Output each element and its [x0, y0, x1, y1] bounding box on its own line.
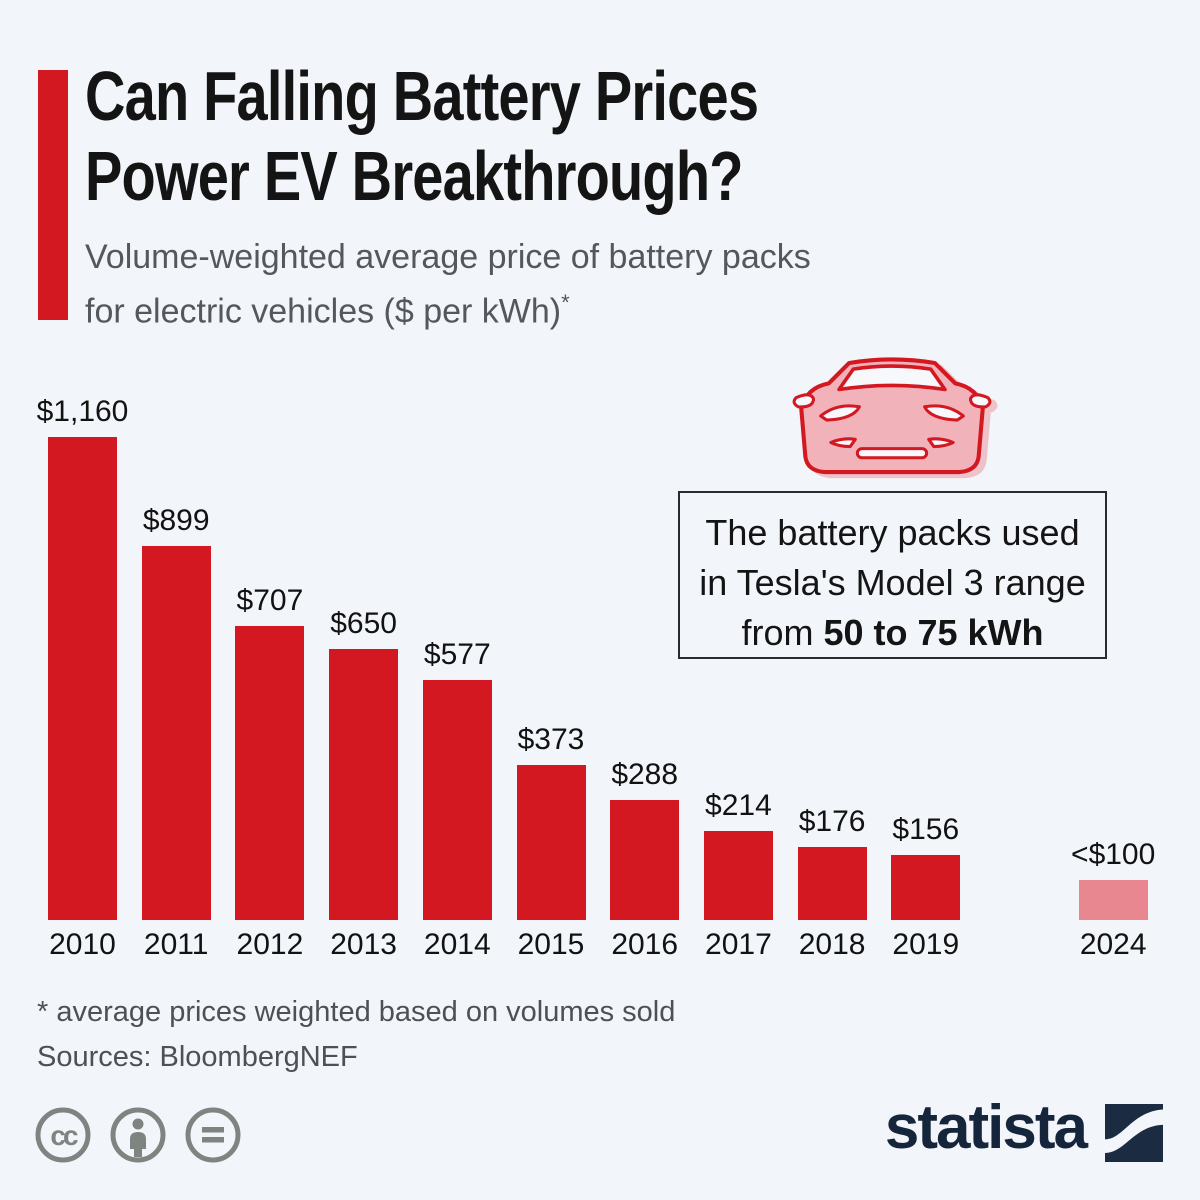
page-title: Can Falling Battery Prices Power EV Brea… [85, 56, 759, 216]
bar-value-label-2011: $899 [142, 504, 210, 537]
callout-line-3: from 50 to 75 kWh [741, 612, 1044, 653]
bar-value-label-2024: <$100 [1071, 838, 1156, 871]
callout-line-2: in Tesla's Model 3 range [699, 562, 1086, 603]
subtitle-line-2: for electric vehicles ($ per kWh)* [85, 290, 570, 331]
bar-value-label-2017: $214 [705, 789, 772, 822]
bar-chart: $1,160 2010 $899 2011 $707 2012 $650 2013 $577 20… [0, 395, 1200, 980]
bar-value-label-2012: $707 [236, 584, 304, 617]
cc-icon: cc [35, 1107, 91, 1163]
bar-value-label-2019: $156 [892, 813, 960, 846]
bar-2017 [703, 831, 773, 920]
bar-2016 [610, 800, 680, 920]
bar-year-label-2013: 2013 [330, 928, 397, 961]
bar-value-label-2015: $373 [517, 723, 585, 756]
callout-bold-range: 50 to 75 kWh [823, 612, 1044, 653]
title-line-2: Power EV Breakthrough? [85, 137, 743, 215]
equals-icon [185, 1107, 241, 1163]
bar-2012 [235, 626, 305, 920]
attribution-icon [110, 1107, 166, 1163]
bar-value-label-2018: $176 [798, 805, 866, 838]
footnote-text: * average prices weighted based on volum… [37, 996, 676, 1028]
bar-value-label-2016: $288 [611, 758, 679, 791]
callout-box: The battery packs used in Tesla's Model … [678, 491, 1107, 659]
bar-year-label-2017: 2017 [705, 928, 772, 961]
callout-line-1: The battery packs used [705, 512, 1080, 553]
statista-logo-icon [1105, 1104, 1163, 1162]
license-badges: cc [34, 1104, 269, 1171]
bar-year-label-2024: 2024 [1079, 928, 1147, 961]
tesla-model-3-illustration [786, 352, 998, 482]
bar-2011 [141, 546, 211, 920]
bar-year-label-2018: 2018 [798, 928, 866, 961]
bar-value-label-2010: $1,160 [36, 395, 129, 428]
sources-text: Sources: BloombergNEF [37, 1041, 358, 1073]
bar-value-label-2014: $577 [423, 638, 491, 671]
car-icon [792, 357, 992, 475]
footnote-asterisk: * [561, 290, 570, 315]
bar-year-label-2012: 2012 [236, 928, 304, 961]
bar-2018 [797, 847, 867, 920]
bar-2010 [48, 437, 117, 920]
bar-year-label-2016: 2016 [611, 928, 679, 961]
subtitle-line-1: Volume-weighted average price of battery… [85, 238, 811, 276]
bar-2015 [516, 765, 586, 920]
page-subtitle: Volume-weighted average price of battery… [85, 234, 811, 334]
statista-wordmark: statista [884, 1093, 1088, 1162]
bar-year-label-2010: 2010 [49, 928, 116, 961]
bar-2014 [422, 680, 492, 920]
bar-year-label-2014: 2014 [423, 928, 491, 961]
svg-text:cc: cc [50, 1120, 78, 1151]
bar-value-label-2013: $650 [330, 607, 397, 640]
title-accent-bar [38, 70, 68, 320]
title-line-1: Can Falling Battery Prices [85, 57, 759, 135]
bar-2019 [891, 855, 961, 920]
footnote-block: * average prices weighted based on volum… [37, 990, 675, 1080]
bar-2013 [329, 649, 399, 920]
bar-2024 [1078, 880, 1148, 920]
bar-year-label-2015: 2015 [517, 928, 585, 961]
bar-year-label-2019: 2019 [892, 928, 960, 961]
bar-year-label-2011: 2011 [143, 928, 209, 961]
